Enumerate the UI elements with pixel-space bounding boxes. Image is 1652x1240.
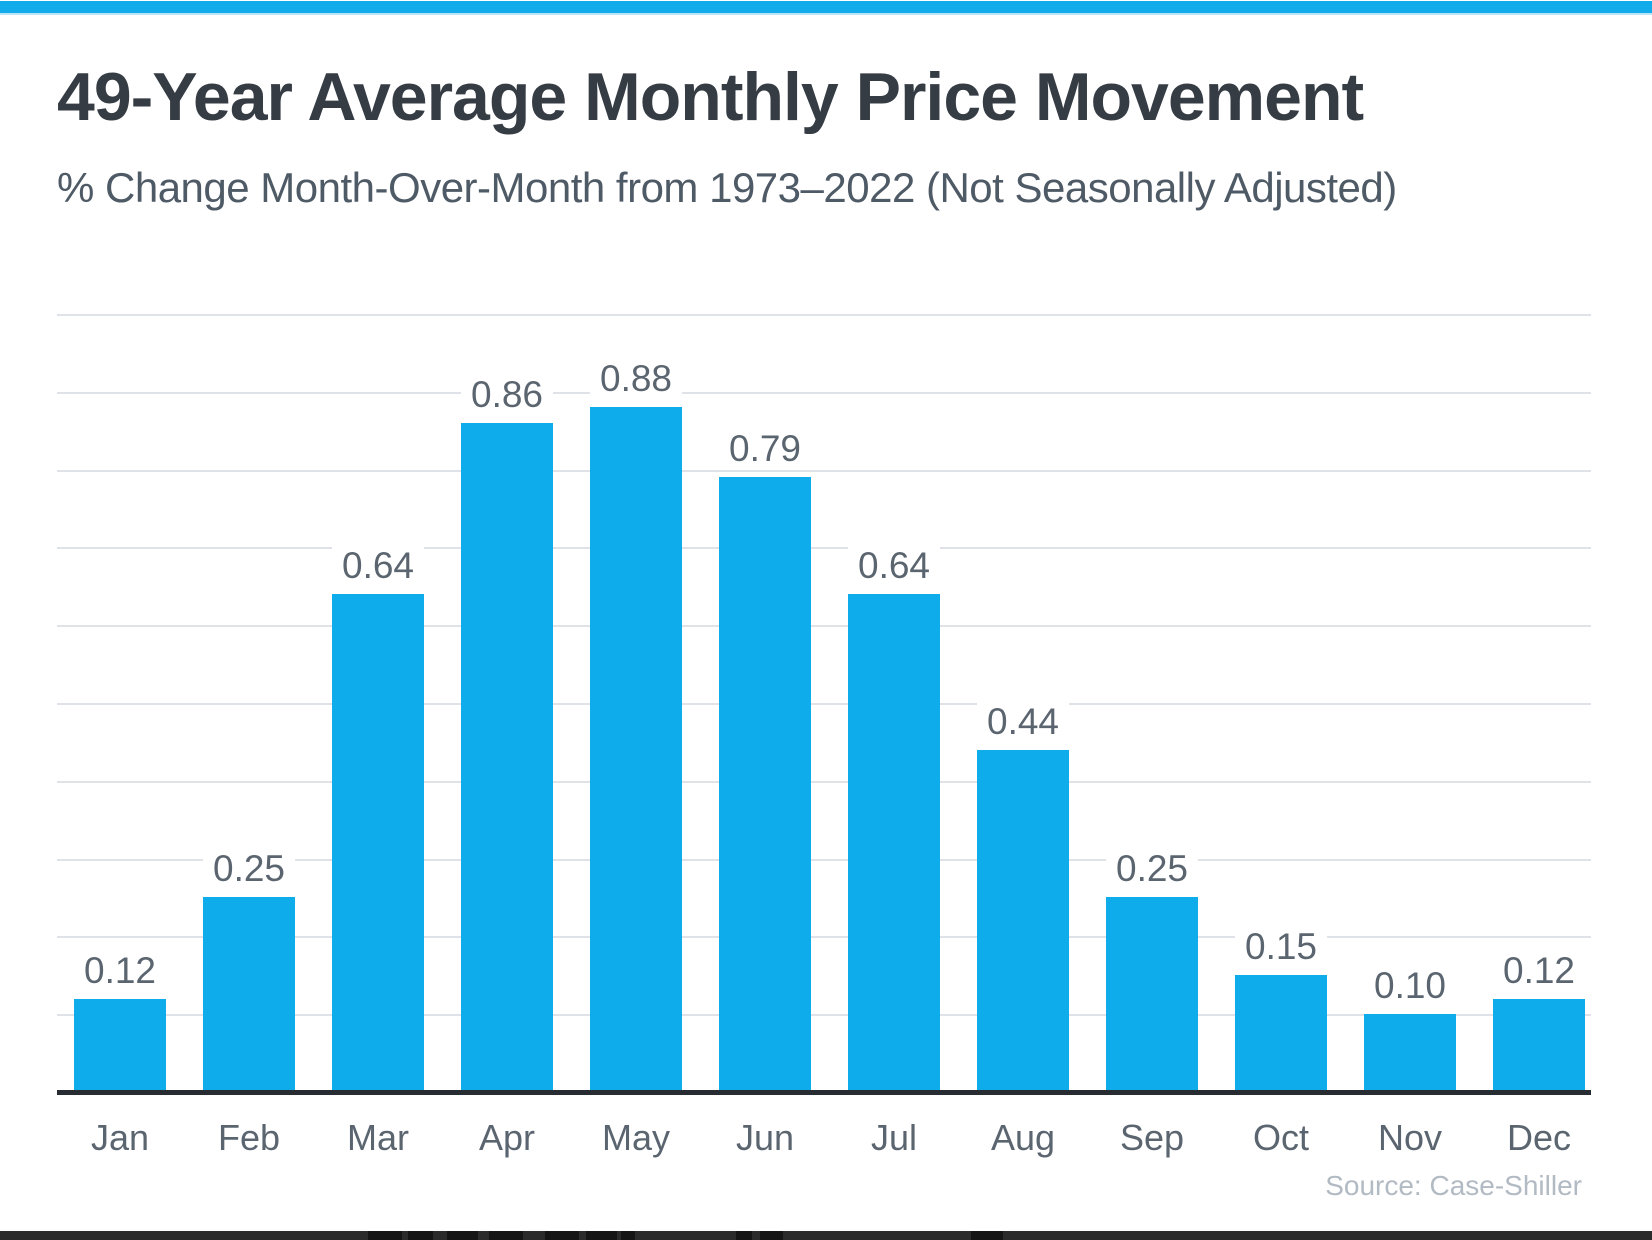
value-label-jun: 0.79 [718,429,812,469]
value-label-jan: 0.12 [73,951,167,991]
chart-subtitle: % Change Month-Over-Month from 1973–2022… [57,164,1397,211]
value-label-feb: 0.25 [202,849,296,889]
bar-nov [1364,1014,1456,1092]
bar-chart-plot-area: 0.12 0.25 0.64 0.86 0.88 0.79 0.64 0.44 0.25 0.15… [57,314,1591,1092]
footer-strip-mark [736,1231,752,1240]
gridline-0.3 [57,859,1591,861]
month-label-feb: Feb [217,1117,281,1158]
gridline-0.2 [57,936,1591,938]
footer-strip-mark [489,1231,523,1240]
footer-strip-mark [760,1231,783,1240]
chart-title: 49-Year Average Monthly Price Movement [57,59,1364,135]
bar-jul [848,594,940,1092]
bar-aug [977,750,1069,1092]
month-label-jan: Jan [90,1117,150,1158]
bar-feb [203,897,295,1092]
month-label-nov: Nov [1377,1117,1443,1158]
value-label-may: 0.88 [589,359,683,399]
value-label-mar: 0.64 [331,546,425,586]
bar-jun [719,477,811,1092]
value-label-apr: 0.86 [460,375,554,415]
x-axis-line [57,1090,1591,1095]
month-label-jul: Jul [870,1117,918,1158]
value-label-aug: 0.44 [976,702,1070,742]
bar-sep [1106,897,1198,1092]
value-label-dec: 0.12 [1492,951,1586,991]
gridline-1.0 [57,314,1591,316]
top-accent-strip [0,1,1652,15]
month-label-oct: Oct [1252,1117,1310,1158]
month-label-apr: Apr [478,1117,536,1158]
month-label-jun: Jun [735,1117,795,1158]
value-label-nov: 0.10 [1363,966,1457,1006]
gridline-0.6 [57,625,1591,627]
footer-strip-mark [971,1231,1003,1240]
month-label-sep: Sep [1119,1117,1185,1158]
bar-dec [1493,999,1585,1092]
gridline-0.4 [57,781,1591,783]
value-label-jul: 0.64 [847,546,941,586]
bottom-footer-strip [0,1231,1652,1240]
value-label-sep: 0.25 [1105,849,1199,889]
bar-mar [332,594,424,1092]
gridline-0.1 [57,1014,1591,1016]
bar-oct [1235,975,1327,1092]
footer-strip-mark [545,1231,579,1240]
bar-jan [74,999,166,1092]
footer-strip-mark [408,1231,433,1240]
month-label-dec: Dec [1506,1117,1572,1158]
bar-apr [461,423,553,1092]
source-attribution: Source: Case-Shiller [1325,1170,1582,1201]
gridline-0.5 [57,703,1591,705]
footer-strip-mark [621,1231,635,1240]
footer-strip-mark [368,1231,402,1240]
month-label-may: May [601,1117,671,1158]
footer-strip-mark [586,1231,617,1240]
value-label-oct: 0.15 [1234,927,1328,967]
gridline-0.7 [57,547,1591,549]
gridline-0.8 [57,470,1591,472]
bar-may [590,407,682,1092]
month-label-mar: Mar [347,1117,409,1158]
month-label-aug: Aug [990,1117,1056,1158]
footer-strip-mark [447,1231,478,1240]
gridline-0.9 [57,392,1591,394]
